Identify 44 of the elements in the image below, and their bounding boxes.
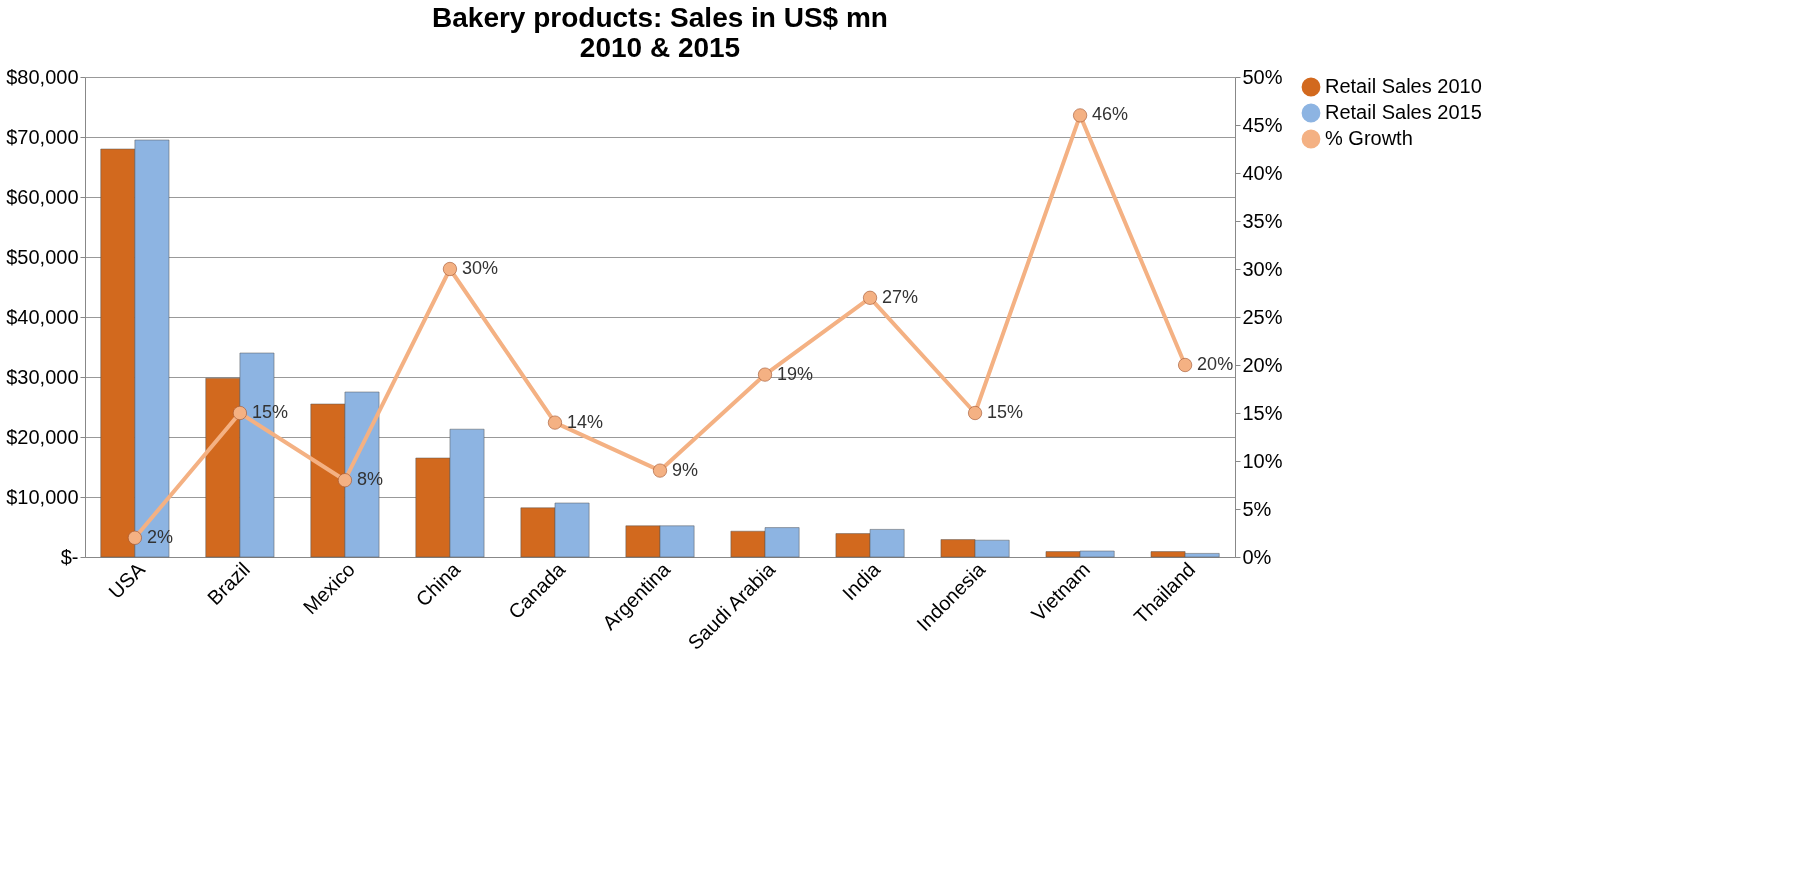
point: [652, 463, 668, 478]
data-label: 46%: [1092, 104, 1129, 125]
y-tick-label: $40,000: [6, 305, 79, 328]
y2-tick-label: 25%: [1242, 305, 1283, 328]
data-label: 9%: [672, 459, 699, 480]
y-tick-label: $10,000: [6, 485, 79, 508]
y2-tick-label: 20%: [1242, 353, 1283, 376]
data-label: 19%: [777, 363, 814, 384]
data-label: 14%: [566, 411, 604, 432]
data-label: 27%: [882, 286, 919, 307]
data-label: 30%: [461, 258, 498, 278]
point: [1178, 358, 1193, 372]
y-tick-label: $70,000: [6, 125, 79, 148]
y2-tick-label: 30%: [1242, 257, 1283, 280]
point: [758, 367, 773, 382]
legend-label: Retail Sales 2015: [1325, 101, 1482, 123]
point: [968, 406, 983, 420]
y2-tick-label: 0%: [1242, 545, 1272, 568]
point: [863, 290, 878, 305]
data-label: 15%: [987, 402, 1024, 422]
y2-tick-label: 5%: [1242, 497, 1272, 520]
y-tick-label: $50,000: [6, 245, 79, 268]
point: [337, 473, 352, 488]
chart-title: Bakery products: Sales in US$ mn 2010 & 2015: [432, 2, 888, 63]
y-tick-label: $60,000: [6, 185, 79, 208]
y2-tick-label: 35%: [1242, 209, 1283, 232]
point: [547, 415, 562, 430]
y-tick-label: $30,000: [6, 365, 79, 388]
point: [127, 530, 142, 545]
data-label: 20%: [1197, 354, 1234, 374]
x-tick-label: USA: [104, 557, 150, 603]
y-tick-label: $80,000: [6, 65, 79, 88]
y2-tick-label: 40%: [1242, 161, 1283, 184]
point: [232, 406, 247, 420]
y-tick-label: $-: [60, 545, 79, 568]
y2-tick-label: 45%: [1242, 113, 1283, 136]
point: [442, 262, 457, 276]
legend-label: Retail Sales 2010: [1325, 75, 1482, 97]
point: [1073, 108, 1088, 123]
y2-tick-label: 15%: [1242, 401, 1283, 424]
y-tick-label: $20,000: [6, 425, 79, 448]
y2-tick-label: 10%: [1242, 449, 1283, 472]
legend-label: % Growth: [1325, 127, 1413, 149]
y2-tick-label: 50%: [1242, 65, 1283, 88]
